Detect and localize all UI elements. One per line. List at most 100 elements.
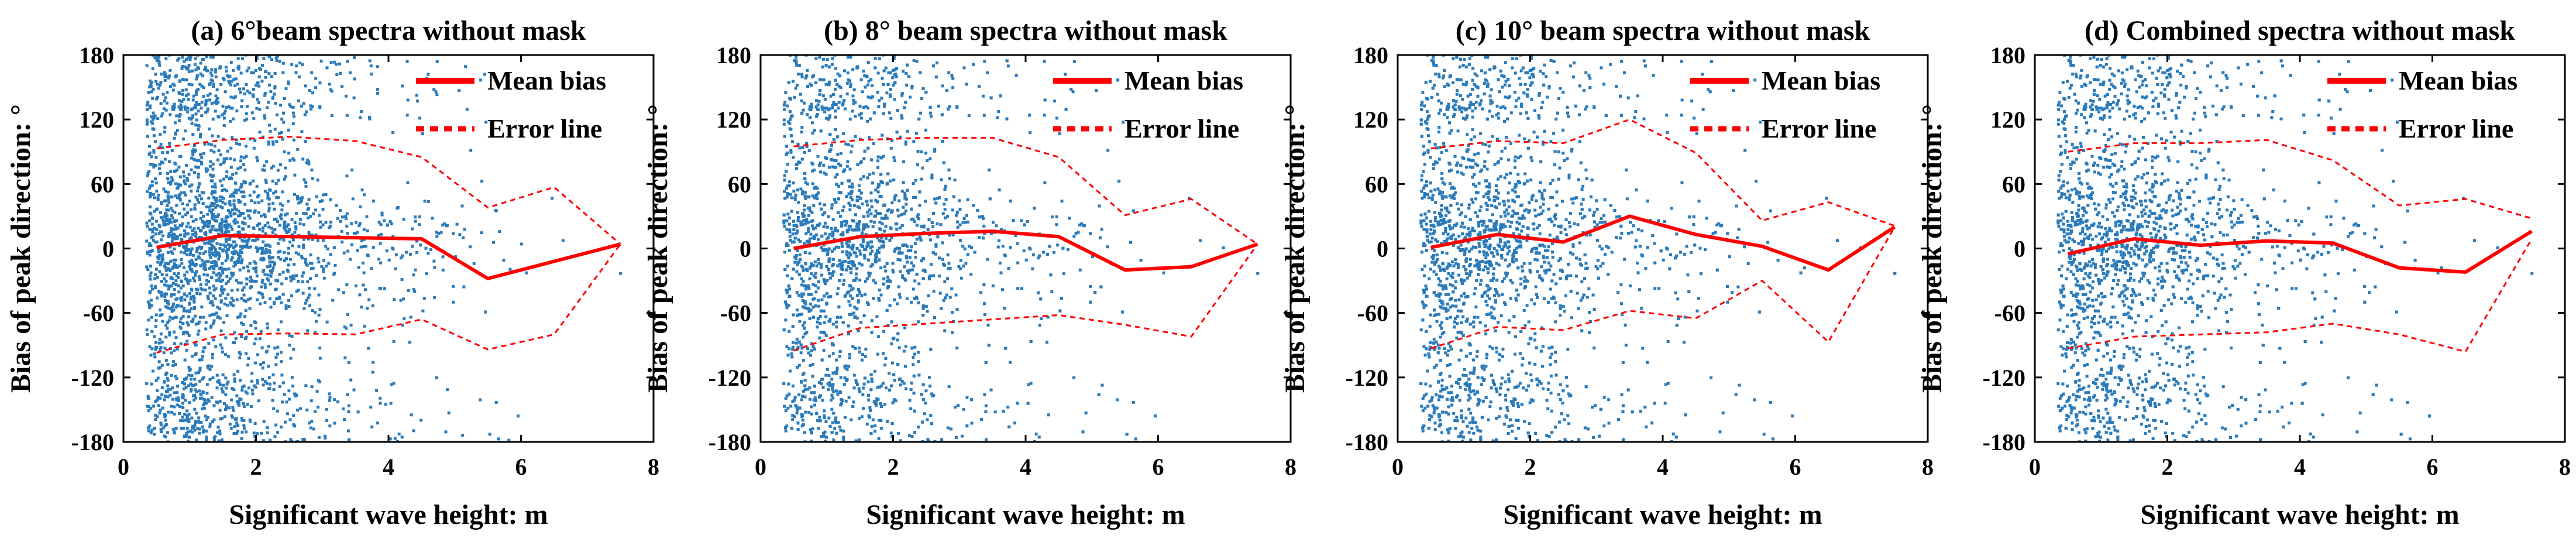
scatter-point bbox=[301, 157, 305, 161]
scatter-point bbox=[287, 82, 290, 85]
scatter-point bbox=[410, 413, 413, 417]
scatter-point bbox=[268, 124, 271, 127]
scatter-point bbox=[844, 294, 847, 297]
scatter-point bbox=[827, 320, 831, 323]
scatter-point bbox=[207, 399, 211, 403]
scatter-point bbox=[146, 395, 150, 398]
scatter-point bbox=[918, 190, 921, 194]
scatter-point bbox=[290, 277, 294, 280]
scatter-point bbox=[166, 301, 169, 304]
scatter-point bbox=[818, 322, 822, 325]
scatter-point bbox=[924, 128, 928, 132]
scatter-point bbox=[257, 75, 261, 78]
scatter-point bbox=[198, 366, 202, 370]
scatter-point bbox=[208, 209, 212, 212]
scatter-point bbox=[837, 84, 841, 88]
scatter-point bbox=[912, 374, 916, 378]
scatter-point bbox=[305, 161, 308, 164]
scatter-point bbox=[149, 79, 152, 83]
scatter-point bbox=[237, 210, 240, 213]
scatter-point bbox=[213, 101, 216, 104]
scatter-point bbox=[901, 276, 904, 279]
scatter-point bbox=[845, 92, 849, 95]
scatter-point bbox=[154, 414, 157, 417]
scatter-point bbox=[280, 208, 284, 212]
scatter-point bbox=[319, 59, 323, 63]
scatter-point bbox=[190, 189, 193, 193]
scatter-point bbox=[166, 214, 169, 218]
scatter-point bbox=[225, 275, 229, 278]
scatter-point bbox=[250, 111, 254, 115]
scatter-point bbox=[182, 170, 185, 174]
scatter-point bbox=[842, 132, 845, 135]
scatter-point bbox=[785, 195, 789, 199]
scatter-point bbox=[435, 231, 438, 234]
scatter-point bbox=[920, 225, 923, 228]
scatter-point bbox=[863, 376, 866, 380]
scatter-point bbox=[161, 218, 165, 222]
scatter-point bbox=[947, 267, 950, 270]
scatter-point bbox=[1056, 243, 1060, 247]
scatter-point bbox=[285, 257, 288, 260]
scatter-point bbox=[190, 287, 193, 291]
scatter-point bbox=[821, 57, 825, 61]
scatter-point bbox=[186, 211, 190, 215]
scatter-point bbox=[803, 388, 807, 392]
scatter-point bbox=[360, 239, 364, 242]
scatter-point bbox=[376, 88, 379, 91]
scatter-point bbox=[237, 188, 240, 192]
scatter-point bbox=[873, 424, 877, 427]
scatter-point bbox=[229, 95, 233, 99]
scatter-point bbox=[304, 384, 308, 387]
scatter-point bbox=[884, 356, 888, 360]
scatter-point bbox=[237, 64, 240, 68]
scatter-point bbox=[301, 63, 304, 67]
scatter-point bbox=[176, 396, 180, 400]
scatter-point bbox=[794, 87, 797, 90]
scatter-point bbox=[214, 297, 217, 300]
scatter-point bbox=[882, 102, 886, 106]
scatter-point bbox=[1037, 291, 1040, 294]
scatter-point bbox=[619, 272, 622, 275]
scatter-point bbox=[188, 265, 191, 268]
scatter-point bbox=[233, 252, 237, 255]
scatter-point bbox=[210, 300, 214, 303]
scatter-point bbox=[239, 155, 243, 159]
scatter-point bbox=[343, 417, 346, 421]
scatter-point bbox=[309, 277, 312, 280]
scatter-point bbox=[238, 142, 242, 146]
scatter-point bbox=[924, 389, 928, 393]
scatter-point bbox=[795, 232, 798, 235]
scatter-point bbox=[256, 249, 259, 253]
scatter-point bbox=[211, 303, 215, 307]
scatter-point bbox=[847, 396, 851, 399]
scatter-point bbox=[163, 99, 166, 102]
scatter-point bbox=[150, 428, 154, 432]
scatter-point bbox=[154, 156, 158, 159]
scatter-point bbox=[174, 227, 178, 231]
scatter-point bbox=[280, 217, 283, 221]
scatter-point bbox=[190, 183, 194, 187]
scatter-point bbox=[867, 80, 871, 83]
scatter-point bbox=[245, 277, 249, 280]
scatter-point bbox=[181, 406, 185, 409]
scatter-point bbox=[444, 430, 448, 434]
scatter-point bbox=[311, 91, 315, 95]
scatter-point bbox=[159, 348, 162, 351]
scatter-point bbox=[837, 107, 840, 110]
scatter-point bbox=[385, 249, 388, 253]
scatter-point bbox=[194, 396, 198, 400]
scatter-point bbox=[169, 170, 173, 173]
scatter-point bbox=[153, 48, 156, 51]
scatter-point bbox=[221, 269, 224, 272]
scatter-point bbox=[847, 261, 851, 265]
scatter-point bbox=[330, 90, 333, 93]
scatter-point bbox=[1043, 98, 1047, 102]
scatter-point bbox=[211, 204, 215, 207]
scatter-point bbox=[797, 238, 800, 242]
scatter-point bbox=[997, 110, 1000, 114]
scatter-point bbox=[1091, 255, 1095, 259]
scatter-point bbox=[943, 188, 947, 191]
scatter-point bbox=[207, 280, 211, 283]
scatter-point bbox=[183, 273, 187, 277]
